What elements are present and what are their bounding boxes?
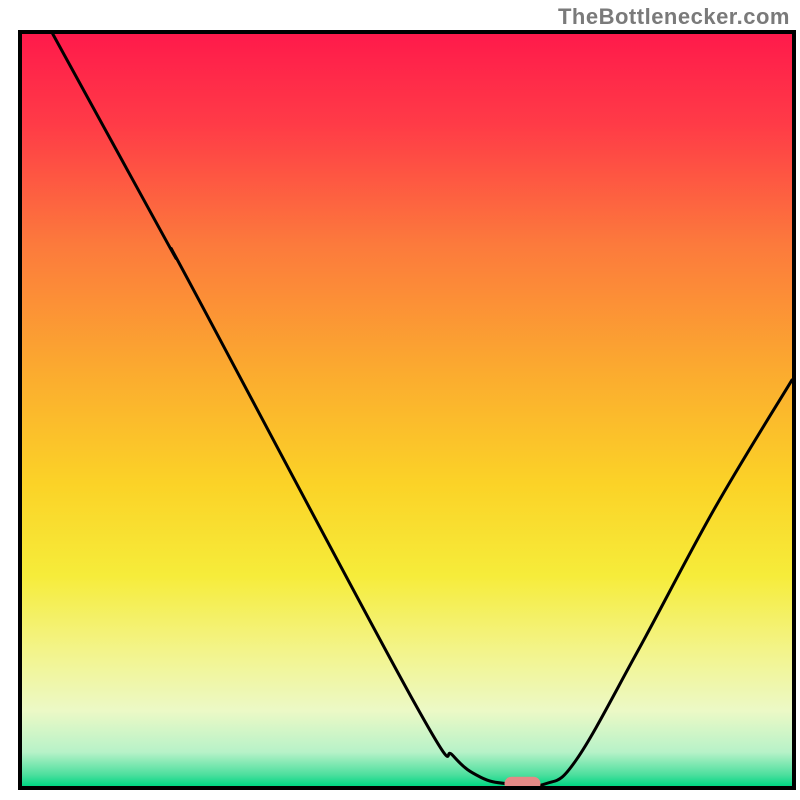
chart-canvas: TheBottlenecker.com <box>0 0 800 800</box>
plot-frame <box>18 30 796 790</box>
watermark-text: TheBottlenecker.com <box>558 4 790 30</box>
